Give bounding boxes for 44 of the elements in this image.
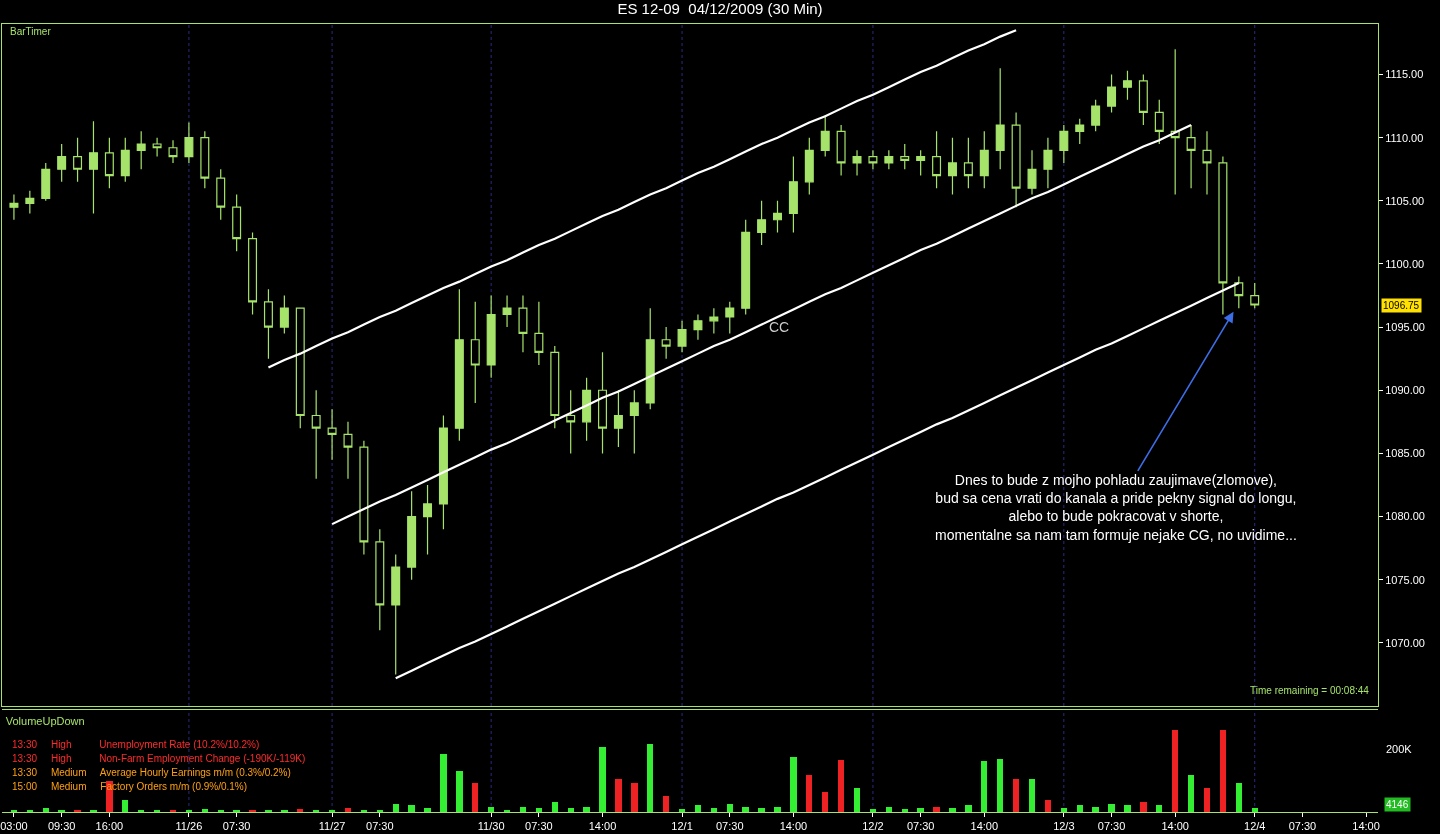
y-tick-label: 1095.00	[1385, 320, 1425, 333]
y-tick-label: 1070.00	[1385, 636, 1425, 649]
annotation: CC	[769, 319, 790, 335]
chart-title: VolumeUpDown	[5, 714, 85, 727]
y-tick-label: 1115.00	[1385, 68, 1424, 81]
annotation: 13:30 High Unemployment Rate (10.2%/10.2%)	[12, 739, 260, 750]
x-tick-label: 07:30	[222, 820, 251, 833]
y-tick-label: 1090.00	[1385, 384, 1425, 397]
y-tick-label: 1100.00	[1385, 257, 1425, 270]
annotation: Dnes to bude z mojho pohladu zaujimave(zlomove), bud sa cena vrati do kanala a pride pekny signal do longu, alebo to bude pokracovat v shorte, momentalne sa nam tam formuje nejake CG, no uvidime...	[935, 472, 1297, 543]
x-tick-label: 12/1	[671, 820, 693, 833]
annotation: Time remaining = 00:08:44	[1250, 685, 1370, 696]
x-tick-label: 07:30	[906, 820, 935, 833]
x-tick-label: 07:30	[1288, 820, 1317, 833]
x-tick-label: 11/30	[477, 820, 505, 833]
x-tick-label: 14:00	[1161, 820, 1189, 833]
x-tick-label: 16:00	[95, 820, 124, 833]
x-tick-label: 11/26	[175, 820, 203, 833]
x-tick-label: 14:00	[970, 820, 999, 833]
annotation: 13:30 Medium Average Hourly Earnings m/m (0.3%/0.2%)	[12, 767, 291, 778]
x-tick-label: 07:30	[716, 820, 744, 833]
annotation: 13:30 High Non-Farm Employment Change (-190K/-119K)	[12, 753, 306, 764]
x-tick-label: 03:00	[0, 820, 28, 833]
text: 200K	[1386, 743, 1413, 755]
y-tick-label: 1110.00	[1385, 131, 1424, 144]
chart-title: ES 12-09 04/12/2009 (30 Min)	[617, 0, 823, 18]
y-tick-label: 1080.00	[1385, 510, 1425, 523]
x-tick-label: 07:30	[1097, 820, 1126, 833]
x-tick-label: 11/27	[318, 820, 346, 833]
x-tick-label: 14:00	[1352, 820, 1380, 833]
text: 1096.75	[1383, 300, 1420, 311]
text: 4146	[1386, 799, 1409, 810]
x-tick-label: 07:30	[366, 820, 394, 833]
x-tick-label: 12/4	[1244, 820, 1266, 833]
x-tick-label: 07:30	[525, 820, 553, 833]
y-tick-label: 1085.00	[1385, 447, 1425, 460]
annotation: BarTimer	[10, 26, 52, 37]
y-tick-label: 1105.00	[1385, 194, 1425, 207]
y-tick-label: 1075.00	[1385, 573, 1425, 586]
x-tick-label: 12/2	[862, 820, 884, 833]
x-tick-label: 12/3	[1053, 820, 1075, 833]
x-tick-label: 14:00	[588, 820, 617, 833]
x-tick-label: 14:00	[779, 820, 808, 833]
x-tick-label: 09:30	[47, 820, 76, 833]
